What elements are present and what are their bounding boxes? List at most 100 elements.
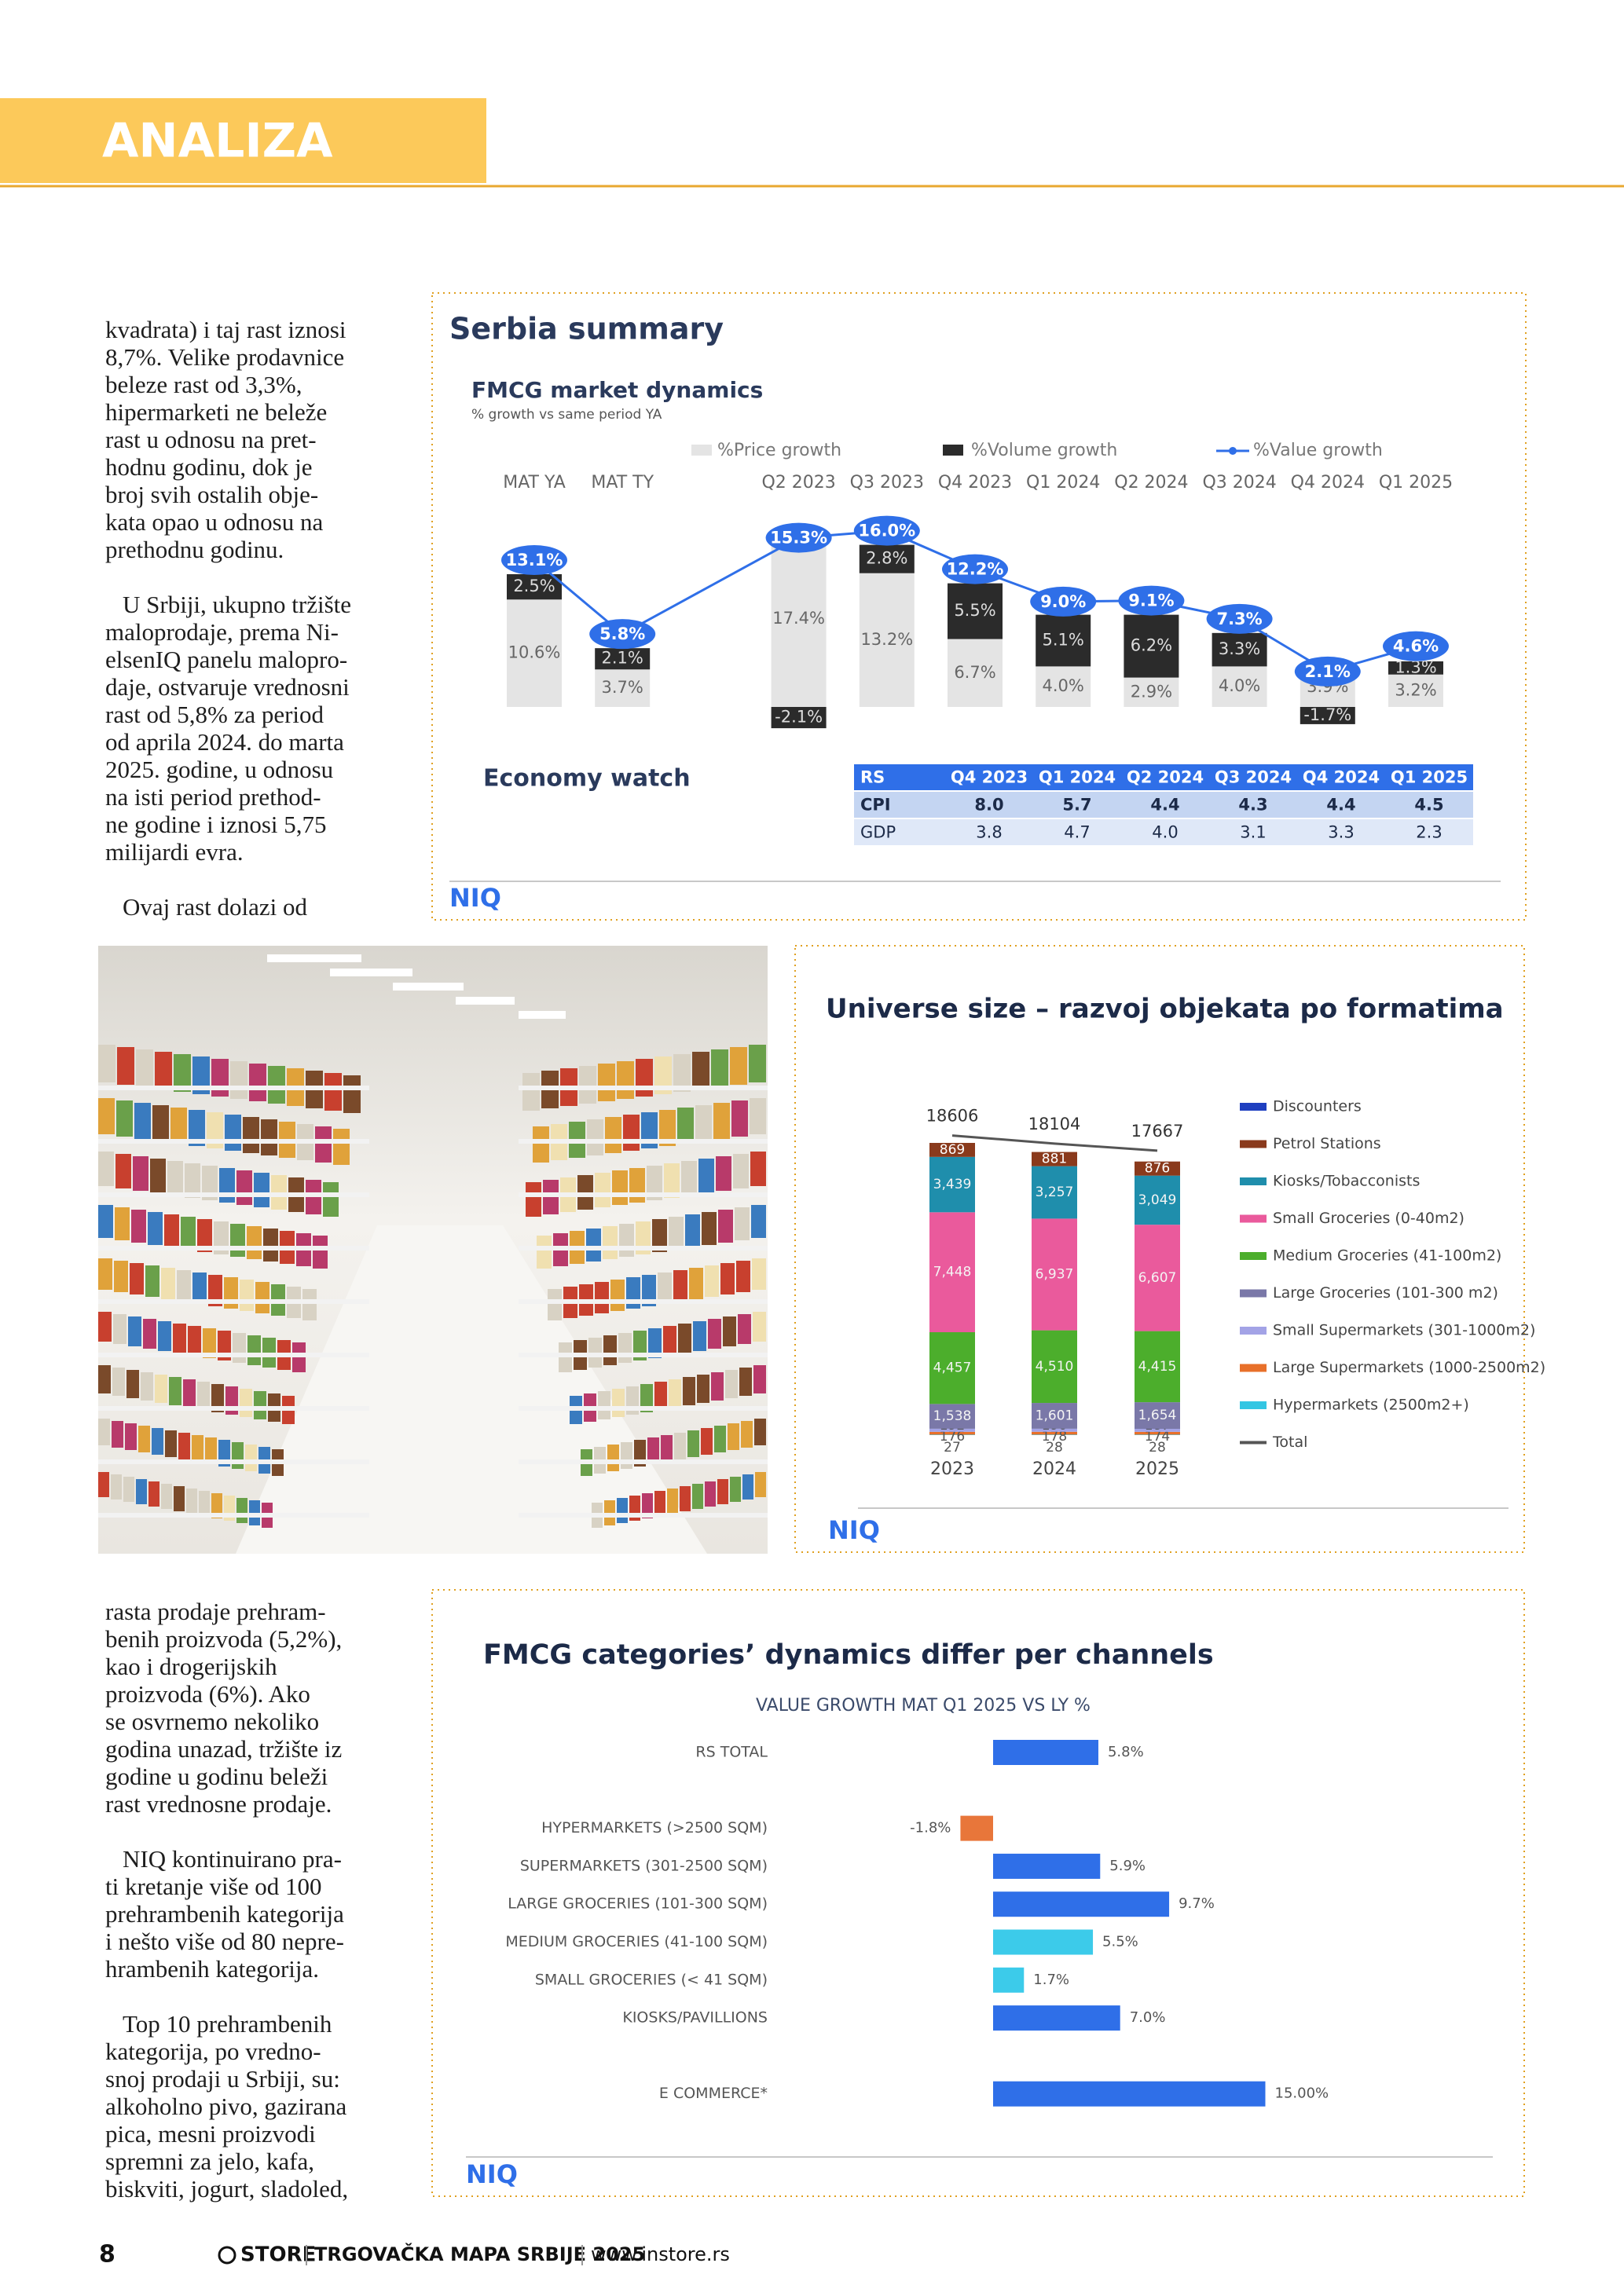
legend-swatch	[1240, 1140, 1267, 1148]
table-cell: 8.0	[974, 796, 1003, 815]
product	[211, 1384, 224, 1412]
value-label: 1.7%	[1033, 1972, 1069, 1988]
bar	[993, 1967, 1025, 1993]
shelf	[98, 1459, 369, 1464]
point	[853, 515, 920, 546]
product	[189, 1110, 205, 1146]
bar	[1124, 614, 1179, 678]
product	[728, 1423, 739, 1450]
product	[261, 1119, 277, 1155]
bar-segment	[1135, 1161, 1180, 1176]
ceiling-light	[393, 983, 464, 991]
x-tick-label: Q2 2024	[1114, 473, 1188, 493]
product	[678, 1324, 691, 1353]
product	[595, 1282, 609, 1313]
product	[186, 1489, 197, 1514]
product	[673, 1054, 691, 1092]
product	[98, 1205, 113, 1238]
product	[254, 1173, 269, 1207]
text-line: ti kretanje više od 100	[105, 1873, 322, 1900]
value-label: -1.7%	[1303, 705, 1351, 724]
bar-segment	[1135, 1434, 1180, 1435]
product	[125, 1423, 137, 1450]
table-cell: GDP	[860, 823, 896, 842]
product	[658, 1273, 672, 1304]
bar	[960, 1815, 993, 1841]
ceiling-light	[267, 954, 361, 962]
product	[659, 1110, 676, 1146]
chart-title: Universe size – razvoj objekata po forma…	[826, 994, 1504, 1025]
value-label: 28	[1149, 1440, 1166, 1456]
y-tick-label: SUPERMARKETS (301-2500 SQM)	[520, 1857, 768, 1874]
product	[233, 1333, 246, 1363]
x-tick-label: Q4 2023	[938, 473, 1012, 493]
point	[1383, 631, 1449, 661]
x-tick-label: 2025	[1135, 1459, 1179, 1479]
legend-swatch	[1240, 1364, 1267, 1372]
text-line: 8,7%. Velike prodavnice	[105, 343, 345, 371]
product	[98, 1312, 112, 1342]
legend-swatch	[1240, 1177, 1267, 1185]
legend-swatch	[691, 445, 712, 456]
shelf	[519, 1299, 768, 1304]
total-line	[951, 1134, 1158, 1152]
bar-segment	[929, 1434, 975, 1435]
value-label: 4,415	[1138, 1359, 1177, 1375]
product	[313, 1236, 328, 1269]
product	[211, 1493, 222, 1518]
table-cell: Q4 2023	[951, 768, 1028, 787]
value-label: 3.3%	[1219, 639, 1260, 658]
text-line: ne godine i iznosi 5,75	[105, 811, 327, 838]
legend-label: %Volume growth	[971, 441, 1117, 460]
bar	[993, 2005, 1120, 2031]
product	[302, 1289, 317, 1320]
product	[219, 1168, 235, 1203]
bar	[1212, 632, 1267, 667]
table-cell: 4.7	[1064, 823, 1090, 842]
product	[167, 1161, 183, 1196]
product	[648, 1328, 662, 1358]
text-line: NIQ kontinuirano pra-	[123, 1845, 342, 1873]
product	[243, 1117, 259, 1153]
point	[1030, 586, 1097, 617]
product	[211, 1059, 229, 1097]
x-tick-label: Q3 2023	[850, 473, 924, 493]
product	[755, 1472, 766, 1497]
product	[136, 1479, 147, 1504]
product	[155, 1052, 172, 1089]
product	[654, 1491, 665, 1516]
product	[692, 1052, 709, 1089]
table-row	[854, 764, 1473, 790]
value-label: 5.8%	[599, 624, 645, 643]
product	[181, 1217, 196, 1250]
product	[130, 1263, 144, 1294]
bar-segment	[1135, 1331, 1180, 1403]
product	[247, 1335, 261, 1365]
product	[652, 1219, 667, 1252]
product	[723, 1316, 736, 1346]
point	[1294, 656, 1361, 687]
product	[697, 1375, 709, 1403]
text-line: na isti period prethod-	[105, 783, 321, 811]
product	[98, 1152, 114, 1186]
product	[705, 1481, 716, 1507]
text-column: rasta prodaje prehram-benih proizvoda (5…	[105, 1598, 404, 2230]
product	[333, 1129, 350, 1165]
product	[192, 1273, 207, 1304]
value-label: 5.5%	[954, 601, 995, 620]
value-label: 13.1%	[506, 551, 563, 569]
product	[537, 1236, 552, 1269]
product	[750, 1152, 766, 1186]
product	[526, 1182, 541, 1217]
product	[158, 1321, 171, 1351]
x-tick-label: MAT TY	[591, 473, 654, 493]
x-tick-label: Q3 2024	[1202, 473, 1276, 493]
product	[621, 1442, 632, 1469]
text-line: milijardi evra.	[105, 838, 244, 866]
y-tick-label: MEDIUM GROCERIES (41-100 SQM)	[505, 1933, 768, 1950]
bar	[1212, 666, 1267, 707]
shelf	[98, 1086, 369, 1090]
product	[174, 1054, 191, 1092]
product	[548, 1289, 562, 1320]
